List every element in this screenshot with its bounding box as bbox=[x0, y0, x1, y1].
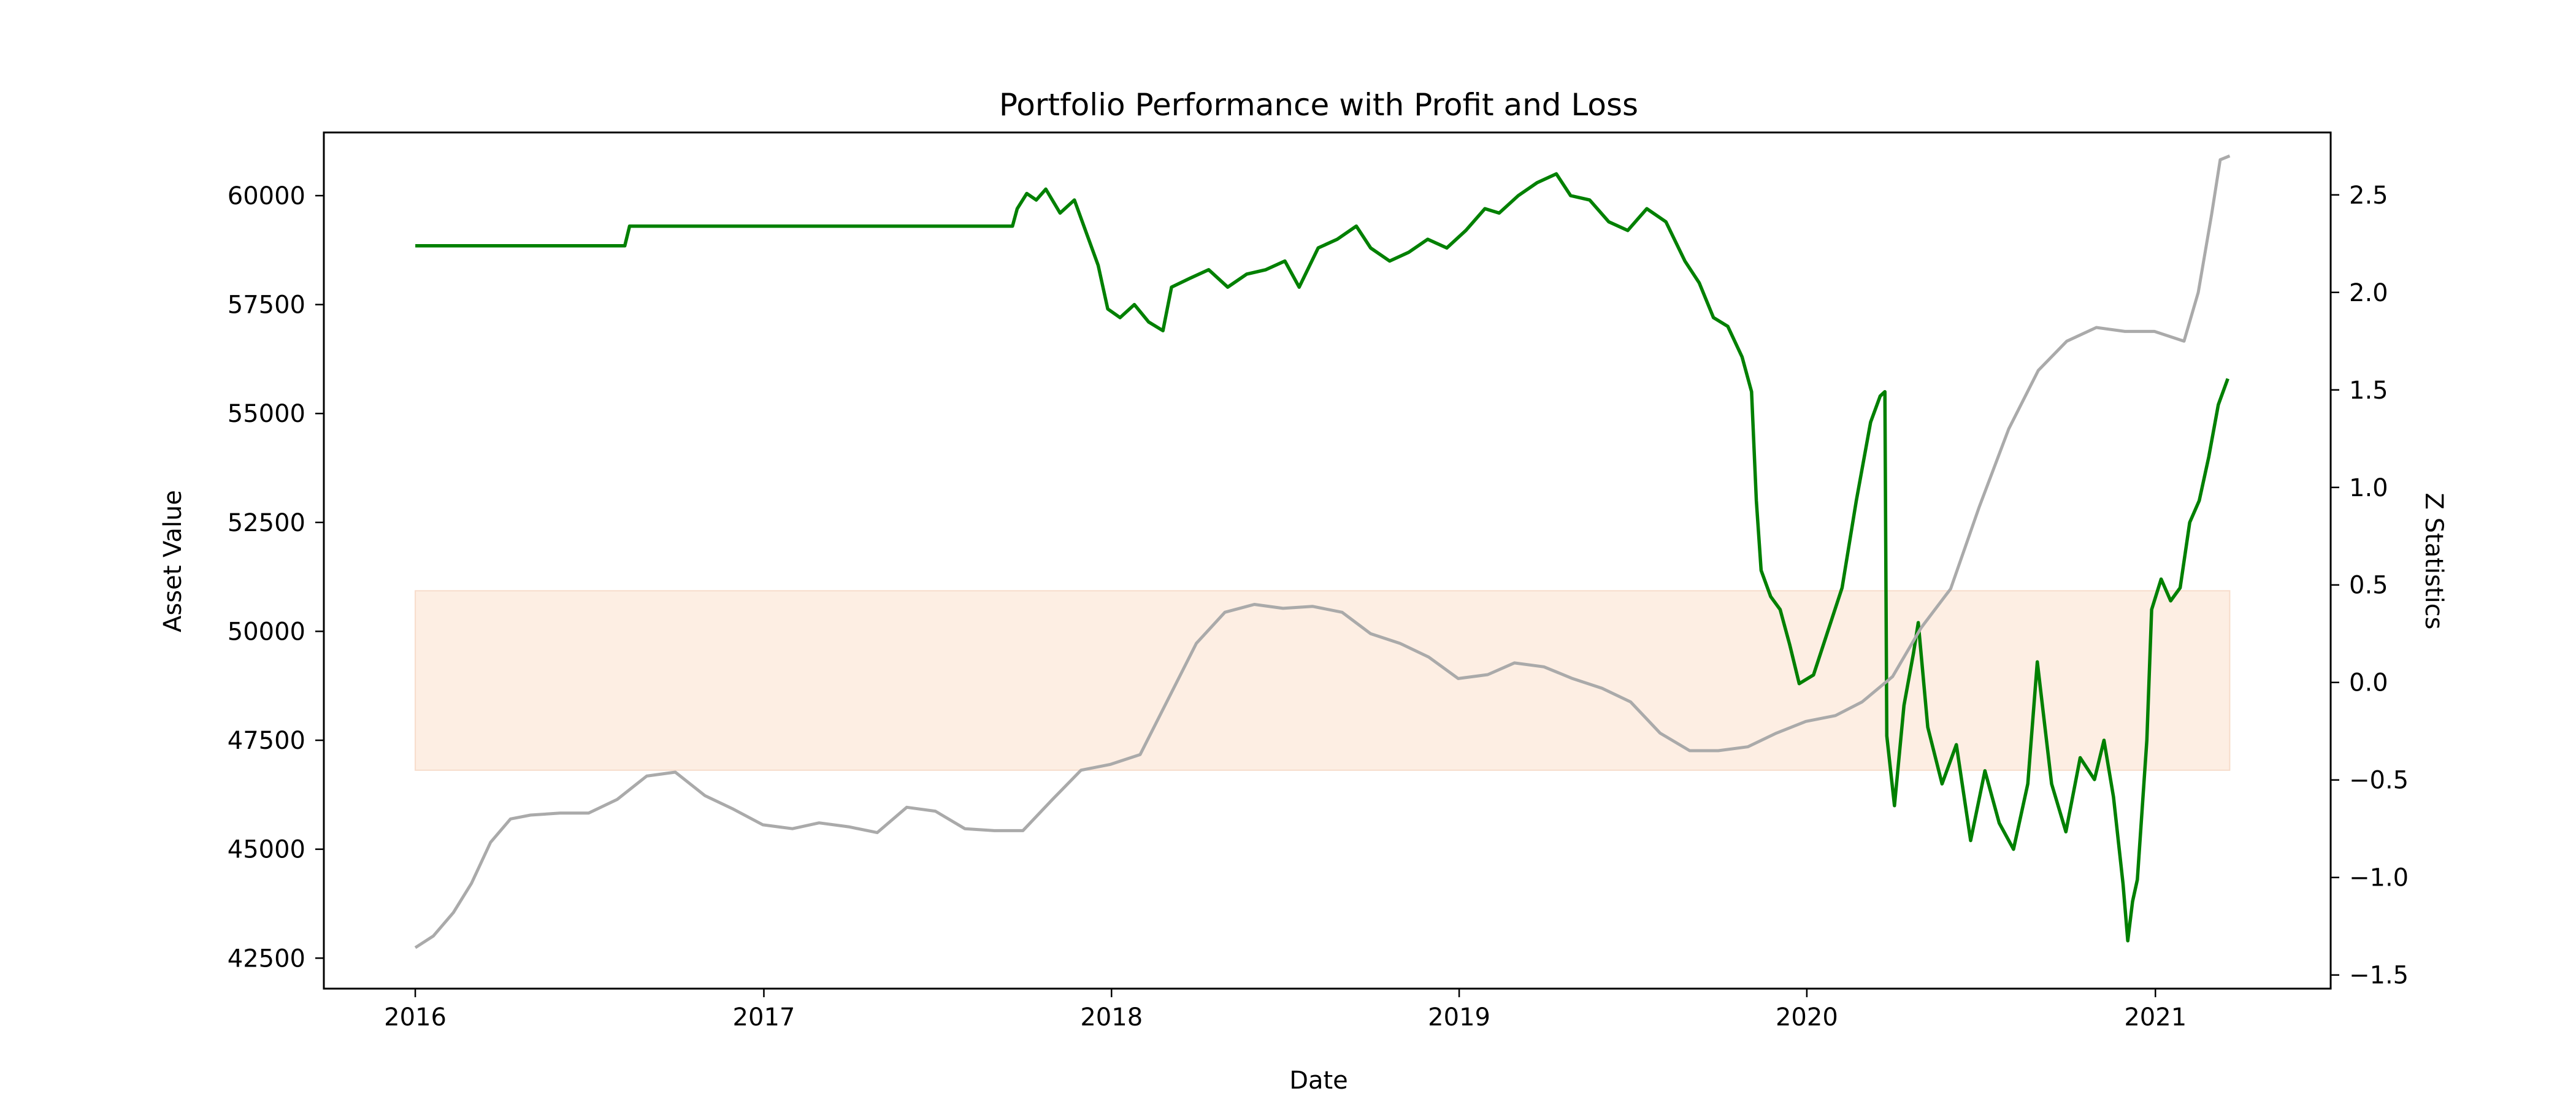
asset-value-line bbox=[415, 172, 2229, 943]
y-tick-label: 57500 bbox=[228, 291, 305, 320]
y2-tick-label: −0.5 bbox=[2349, 767, 2409, 795]
y2-tick-label: 1.0 bbox=[2349, 474, 2388, 502]
x-tick-label: 2020 bbox=[1776, 1003, 1838, 1032]
y2-tick-label: 0.0 bbox=[2349, 669, 2388, 697]
y-tick-label: 52500 bbox=[228, 509, 305, 537]
plot-frame bbox=[323, 131, 2332, 990]
x-tick-label: 2019 bbox=[1428, 1003, 1490, 1032]
y2-tick-label: 0.5 bbox=[2349, 572, 2388, 600]
z-statistics-line bbox=[414, 154, 2231, 949]
x-tick-label: 2017 bbox=[733, 1003, 795, 1032]
y-tick-label: 50000 bbox=[228, 618, 305, 646]
y2-tick-label: −1.0 bbox=[2349, 864, 2409, 892]
y2-tick-label: 2.0 bbox=[2349, 279, 2388, 307]
x-tick-label: 2016 bbox=[384, 1003, 447, 1032]
y2-tick-label: −1.5 bbox=[2349, 962, 2409, 990]
y-tick-label: 47500 bbox=[228, 727, 305, 755]
x-tick-label: 2021 bbox=[2124, 1003, 2187, 1032]
y-tick-label: 55000 bbox=[228, 400, 305, 428]
y-tick-label: 42500 bbox=[228, 944, 305, 973]
z-band bbox=[415, 590, 2231, 771]
chart-title: Portfolio Performance with Profit and Lo… bbox=[999, 87, 1638, 123]
y-tick-label: 60000 bbox=[228, 182, 305, 210]
y2-tick-label: 2.5 bbox=[2349, 182, 2388, 210]
x-tick-label: 2018 bbox=[1080, 1003, 1143, 1032]
y-axis-label: Asset Value bbox=[159, 490, 187, 632]
x-axis-label: Date bbox=[1289, 1067, 1348, 1095]
y2-axis-label: Z Statistics bbox=[2420, 493, 2448, 630]
y-tick-label: 45000 bbox=[228, 836, 305, 864]
y2-tick-label: 1.5 bbox=[2349, 377, 2388, 405]
